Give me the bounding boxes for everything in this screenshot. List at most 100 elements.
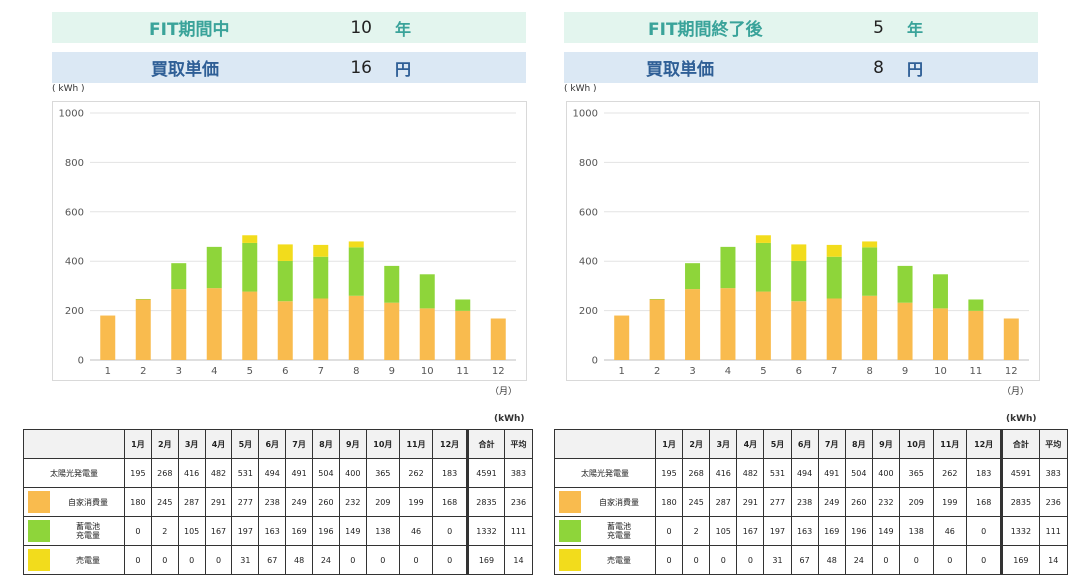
- column-header: 10月: [365, 429, 400, 459]
- bar-segment: [384, 302, 400, 360]
- table-cell: 232: [871, 487, 900, 517]
- table-cell: 138: [365, 516, 400, 546]
- column-header: 7月: [285, 429, 314, 459]
- table-cell: 0: [124, 545, 152, 575]
- bar-segment: [277, 301, 293, 360]
- table-cell: 1332: [466, 516, 505, 546]
- x-tick-label: 11: [970, 366, 983, 377]
- x-tick-label: 2: [140, 366, 146, 377]
- post-fit-period-row: FIT期間終了後 5 年: [564, 12, 1038, 43]
- bar-segment: [277, 244, 293, 261]
- bar-segment: [313, 256, 329, 299]
- y-tick-label: 600: [65, 207, 84, 218]
- table-row: 自家消費量 180 245 287 291 277 238 249 260 232 209 199 16…: [23, 487, 534, 517]
- x-tick-label: 3: [689, 366, 695, 377]
- table-cell: 48: [817, 545, 846, 575]
- column-header: 5月: [231, 429, 260, 459]
- table-cell: 260: [844, 487, 873, 517]
- energy-table: 1月 2月 3月 4月 5月 6月 7月 8月 9月 10月 11月 12月 合計 平均 太陽光発電量 195…: [23, 429, 534, 575]
- column-header: 3月: [709, 429, 738, 459]
- bar-segment: [135, 299, 151, 360]
- post-price-unit: 円: [907, 59, 924, 79]
- bar-segment: [455, 299, 471, 311]
- y-tick-label: 0: [78, 356, 84, 367]
- bar-segment: [649, 299, 665, 360]
- bar-segment: [826, 244, 842, 257]
- table-cell: 196: [844, 516, 873, 546]
- bar-segment: [100, 315, 116, 360]
- table-cell: 416: [177, 458, 206, 488]
- table-cell: 180: [654, 487, 684, 517]
- bar-segment: [685, 289, 701, 360]
- legend-swatch: [28, 491, 50, 513]
- column-header: 8月: [844, 429, 873, 459]
- post-price-value: 8: [873, 57, 884, 78]
- table-cell: 287: [177, 487, 206, 517]
- y-unit-label: ( kWh ): [564, 84, 597, 94]
- table-cell: 24: [844, 545, 873, 575]
- x-tick-label: 9: [389, 366, 395, 377]
- y-tick-label: 1000: [573, 109, 598, 120]
- table-cell: 169: [285, 516, 314, 546]
- column-header: 9月: [338, 429, 367, 459]
- bar-segment: [826, 298, 842, 360]
- column-header: 11月: [932, 429, 968, 459]
- table-cell: 209: [898, 487, 934, 517]
- x-tick-label: 12: [492, 366, 505, 377]
- table-cell: 0: [432, 545, 469, 575]
- energy-table: 1月 2月 3月 4月 5月 6月 7月 8月 9月 10月 11月 12月 合計 平均 太陽光発電量 195…: [554, 429, 1069, 575]
- bar-segment: [171, 263, 187, 290]
- chart-container: 0 200 400 600 800 1000 1 2 3 4 5 6 7 8 9 10 11 12: [566, 101, 1040, 381]
- table-row: 蓄電池 充電量 0 2 105 167 197 163 169 196 149 138 46 0 1332…: [23, 516, 534, 546]
- table-cell: 31: [231, 545, 260, 575]
- x-tick-label: 5: [760, 366, 766, 377]
- post-price-label: 買取単価: [646, 60, 714, 80]
- y-tick-label: 400: [65, 257, 84, 268]
- table-cell: 1332: [1000, 516, 1040, 546]
- table-cell: 277: [763, 487, 792, 517]
- table-cell: 46: [932, 516, 968, 546]
- table-cell: 494: [790, 458, 819, 488]
- table-cell: 245: [682, 487, 711, 517]
- price-value: 16: [350, 57, 372, 78]
- row-label: 自家消費量: [554, 487, 656, 517]
- x-tick-label: 8: [353, 366, 359, 377]
- table-cell: 31: [763, 545, 792, 575]
- post-fit-period-unit: 年: [907, 19, 924, 39]
- bar-segment: [242, 235, 258, 243]
- table-cell: 0: [654, 516, 684, 546]
- table-cell: 169: [466, 545, 505, 575]
- table-cell: 149: [338, 516, 367, 546]
- price-label: 買取単価: [151, 60, 219, 80]
- bar-segment: [242, 242, 258, 292]
- table-cell: 167: [736, 516, 765, 546]
- table-cell: 199: [932, 487, 968, 517]
- row-label-text: 自家消費量: [68, 497, 108, 507]
- table-row: 太陽光発電量 195 268 416 482 531 494 491 504 400 365 262 1…: [554, 458, 1069, 488]
- table-cell: 291: [736, 487, 765, 517]
- row-label: 売電量: [23, 545, 125, 575]
- column-header: 3月: [177, 429, 206, 459]
- table-cell: 245: [150, 487, 179, 517]
- bar-segment: [755, 242, 771, 292]
- table-cell: 163: [790, 516, 819, 546]
- bar-segment: [313, 244, 329, 257]
- table-cell: 14: [503, 545, 534, 575]
- table-cell: 199: [398, 487, 434, 517]
- table-cell: 383: [1038, 458, 1069, 488]
- x-tick-label: 11: [456, 366, 469, 377]
- table-cell: 168: [432, 487, 469, 517]
- table-cell: 400: [338, 458, 367, 488]
- table-cell: 0: [654, 545, 684, 575]
- column-header: 1月: [124, 429, 152, 459]
- table-unit-label: (kWh): [494, 414, 525, 424]
- table-cell: 169: [1000, 545, 1040, 575]
- x-unit-label: （月）: [490, 387, 518, 397]
- table-cell: 0: [150, 545, 179, 575]
- bar-segment: [490, 318, 506, 360]
- table-cell: 268: [682, 458, 711, 488]
- table-cell: 238: [790, 487, 819, 517]
- table-cell: 416: [709, 458, 738, 488]
- table-cell: 167: [204, 516, 233, 546]
